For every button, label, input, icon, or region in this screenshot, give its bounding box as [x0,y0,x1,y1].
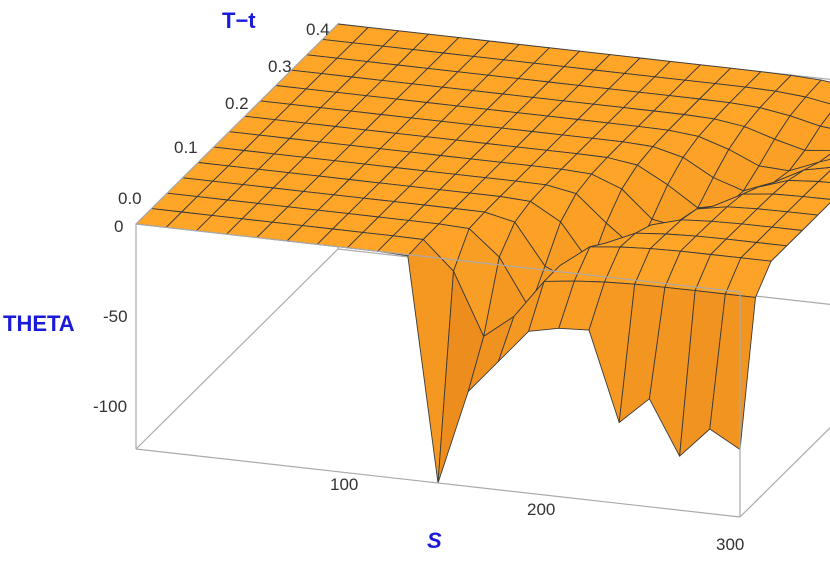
y-axis-title: T−t [222,8,256,33]
surface-cell-19-7 [818,170,830,184]
t-tick-label-0.1: 0.1 [174,138,198,157]
z-axis-title: THETA [3,311,75,336]
t-tick-label-0.2: 0.2 [225,94,249,113]
theta-tick-label-minus-50: -50 [103,307,128,326]
s-tick-label-300: 300 [716,535,744,554]
x-axis-title: S [427,528,442,553]
bounding-box-front-edges [135,23,741,518]
t-tick-label-0.4: 0.4 [306,20,330,39]
t-tick-label-0.0: 0.0 [118,189,142,208]
theta-tick-label-0: 0 [114,217,123,236]
box-edge-top-left [135,23,339,225]
box-edge-bottom-left [135,248,339,450]
box-edge-bottom-front [135,448,741,518]
s-tick-label-200: 200 [527,500,555,519]
t-axis-ticks: 0.0 0.1 0.2 0.3 0.4 [118,20,330,208]
box-edge-top-front [135,223,741,293]
s-axis-ticks: 100 200 300 [330,475,744,554]
surface-cell-19-0 [709,293,756,450]
box-edge-bottom-right [739,427,830,518]
surface-cell-17-11 [819,112,830,129]
s-tick-label-100: 100 [330,475,358,494]
theta-surface [135,23,830,484]
theta-tick-label-minus-100: -100 [93,397,127,416]
t-tick-label-0.3: 0.3 [268,57,292,76]
theta-axis-ticks: 0 -50 -100 [93,217,128,416]
